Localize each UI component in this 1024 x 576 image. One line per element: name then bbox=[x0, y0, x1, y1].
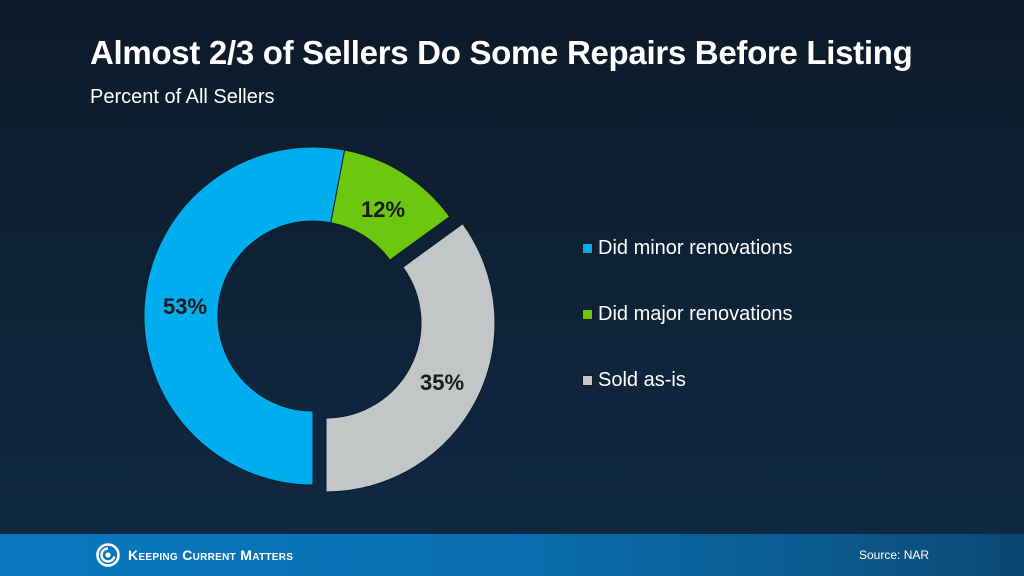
footer-bar: Keeping Current Matters Source: NAR bbox=[0, 534, 1024, 576]
slice-minor-renovations bbox=[143, 146, 346, 486]
swirl-logo-icon bbox=[96, 543, 120, 567]
legend-label: Sold as-is bbox=[598, 368, 686, 391]
brand-name: Keeping Current Matters bbox=[128, 547, 294, 563]
legend-swatch-major bbox=[582, 308, 593, 320]
legend-label: Did major renovations bbox=[598, 302, 793, 325]
chart-title: Almost 2/3 of Sellers Do Some Repairs Be… bbox=[90, 34, 913, 71]
legend-swatch-asis bbox=[582, 374, 593, 386]
slice-sold-as-is bbox=[325, 222, 496, 493]
chart-legend: Did minor renovations Did major renovati… bbox=[582, 234, 793, 432]
legend-item-minor: Did minor renovations bbox=[582, 234, 793, 262]
legend-swatch-minor bbox=[582, 242, 593, 254]
legend-item-asis: Sold as-is bbox=[582, 366, 793, 394]
slice-major-renovations bbox=[330, 149, 451, 261]
label-major: 12% bbox=[361, 197, 405, 222]
legend-item-major: Did major renovations bbox=[582, 300, 793, 328]
label-minor: 53% bbox=[163, 294, 207, 319]
legend-label: Did minor renovations bbox=[598, 236, 793, 259]
brand-logo: Keeping Current Matters bbox=[96, 543, 293, 567]
label-asis: 35% bbox=[420, 370, 464, 395]
source-note: Source: NAR bbox=[859, 548, 930, 562]
chart-subtitle: Percent of All Sellers bbox=[90, 86, 275, 108]
